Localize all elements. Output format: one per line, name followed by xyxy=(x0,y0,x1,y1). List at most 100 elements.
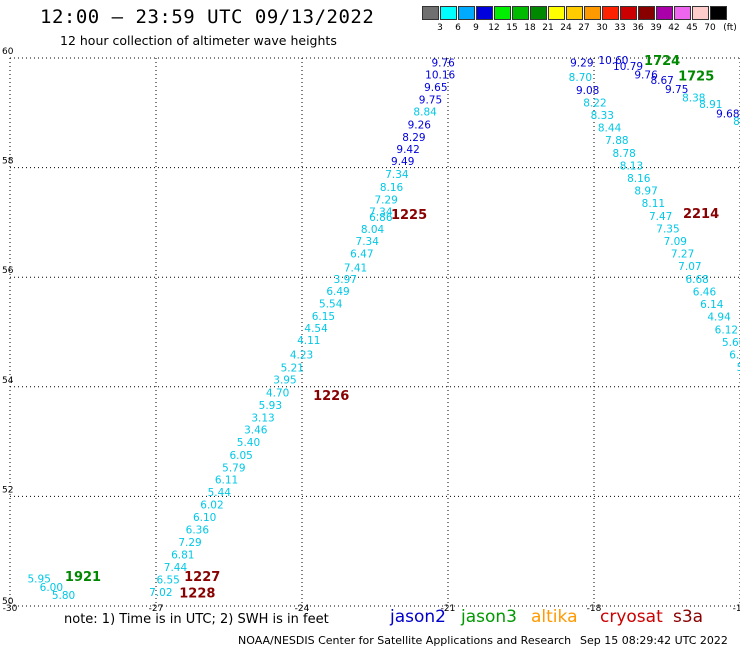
data-point-swh: 4.54 xyxy=(304,323,328,335)
data-point-swh: 9.49 xyxy=(391,156,414,168)
colorbar-unit: (ft) xyxy=(723,23,737,33)
data-point-swh: 9.08 xyxy=(576,85,599,97)
data-point-swh: 4.70 xyxy=(266,387,289,399)
data-point-swh: 8.33 xyxy=(591,110,614,122)
data-point-swh: 7.88 xyxy=(605,135,628,147)
data-point-swh: 6.46 xyxy=(693,286,717,298)
time-label: 1225 xyxy=(391,208,427,223)
legend-s3a: s3a xyxy=(673,607,704,627)
time-label: 1226 xyxy=(313,389,349,404)
data-point-swh: 6.03 xyxy=(729,349,740,361)
data-point-swh: 4.11 xyxy=(297,335,320,347)
data-point-swh: 8.91 xyxy=(699,99,722,111)
colorbar-swatch xyxy=(494,6,511,20)
x-tick-label: -21 xyxy=(441,604,456,614)
y-tick-label: 52 xyxy=(2,485,13,495)
x-tick-label: -15 xyxy=(733,604,740,614)
colorbar-label: 9 xyxy=(473,23,479,33)
data-point-swh: 6.11 xyxy=(215,474,238,486)
data-point-swh: 3.95 xyxy=(273,375,296,387)
colorbar-label: 24 xyxy=(560,23,572,33)
chart-subtitle: 12 hour collection of altimeter wave hei… xyxy=(60,33,337,48)
data-point-swh: 7.34 xyxy=(369,206,393,218)
data-point-swh: 5.93 xyxy=(259,400,282,412)
legend-altika: altika xyxy=(531,607,578,627)
data-point-swh: 7.41 xyxy=(344,262,367,274)
data-point-swh: 3.97 xyxy=(334,274,357,286)
data-point-swh: 10.60 xyxy=(598,55,628,67)
colorbar-swatch xyxy=(422,6,439,20)
data-point-swh: 6.55 xyxy=(156,575,179,587)
colorbar-swatch xyxy=(566,6,583,20)
data-point-swh: 8.78 xyxy=(612,148,635,160)
data-point-swh: 5.79 xyxy=(222,462,245,474)
note-text: note: 1) Time is in UTC; 2) SWH is in fe… xyxy=(64,612,329,627)
colorbar-label: 15 xyxy=(506,23,518,33)
data-point-swh: 8.84 xyxy=(413,107,437,119)
data-point-swh: 8.70 xyxy=(569,72,592,84)
data-point-swh: 3.46 xyxy=(244,425,268,437)
colorbar-swatch xyxy=(656,6,673,20)
data-point-swh: 6.14 xyxy=(700,299,724,311)
colorbar-swatch xyxy=(620,6,637,20)
y-tick-label: 58 xyxy=(2,157,14,167)
data-point-swh: 8.44 xyxy=(598,123,622,135)
data-point-swh: 8.04 xyxy=(361,224,385,236)
colorbar-label: 18 xyxy=(524,23,536,33)
data-point-swh: 7.27 xyxy=(671,249,694,261)
data-point-swh: 7.07 xyxy=(678,261,701,273)
data-point-swh: 8.29 xyxy=(402,132,425,144)
colorbar-label: 70 xyxy=(704,23,716,33)
data-point-swh: 6.00 xyxy=(40,582,63,594)
data-point-swh: 9.76 xyxy=(431,57,455,69)
data-point-swh: 7.35 xyxy=(656,223,679,235)
colorbar-label: 21 xyxy=(542,23,554,33)
data-point-swh: 6.36 xyxy=(186,524,210,536)
credit-text: NOAA/NESDIS Center for Satellite Applica… xyxy=(238,634,572,647)
data-point-swh: 6.49 xyxy=(326,286,349,298)
y-tick-label: 50 xyxy=(2,597,14,607)
data-point-swh: 10.79 xyxy=(613,61,643,73)
data-point-swh: 9.26 xyxy=(408,119,432,131)
colorbar-label: 6 xyxy=(455,23,461,33)
time-label: 1227 xyxy=(184,570,220,585)
chart-title: 12:00 — 23:59 UTC 09/13/2022 xyxy=(40,6,375,28)
colorbar-label: 3 xyxy=(437,23,443,33)
time-label: 2214 xyxy=(683,207,719,222)
x-tick-label: -24 xyxy=(295,604,310,614)
data-point-swh: 6.86 xyxy=(369,212,393,224)
colorbar-label: 27 xyxy=(578,23,590,33)
data-point-swh: 7.44 xyxy=(164,562,188,574)
data-point-swh: 6.47 xyxy=(350,249,373,261)
colorbar-label: 45 xyxy=(686,23,698,33)
data-point-swh: 7.29 xyxy=(178,537,201,549)
colorbar-swatch xyxy=(476,6,493,20)
generated-timestamp: Sep 15 08:29:42 UTC 2022 xyxy=(580,634,728,647)
data-point-swh: 4.23 xyxy=(290,349,313,361)
data-point-swh: 6.68 xyxy=(685,274,708,286)
data-point-swh: 7.47 xyxy=(649,211,672,223)
time-label: 1921 xyxy=(65,570,101,585)
data-point-swh: 5.66 xyxy=(722,337,740,349)
data-point-swh: 7.09 xyxy=(664,236,687,248)
colorbar-swatch xyxy=(530,6,547,20)
data-point-swh: 9.65 xyxy=(424,82,447,94)
data-point-swh: 6.10 xyxy=(193,512,216,524)
data-point-swh: 9.42 xyxy=(396,144,419,156)
data-point-swh: 5.10 xyxy=(737,362,740,374)
data-point-swh: 5.21 xyxy=(281,363,304,375)
colorbar-label: 33 xyxy=(614,23,626,33)
legend-cryosat: cryosat xyxy=(600,607,663,627)
data-point-swh: 7.34 xyxy=(356,236,380,248)
colorbar-swatch xyxy=(638,6,655,20)
colorbar-swatch xyxy=(584,6,601,20)
time-label: 1228 xyxy=(179,586,215,601)
data-point-swh: 8.38 xyxy=(682,92,705,104)
data-point-swh: 7.02 xyxy=(149,587,172,599)
data-point-swh: 8.50 xyxy=(733,116,740,128)
data-point-swh: 10.16 xyxy=(425,69,455,81)
time-label: 1724 xyxy=(644,54,680,69)
colorbar-label: 39 xyxy=(650,23,662,33)
data-point-swh: 6.02 xyxy=(200,500,223,512)
